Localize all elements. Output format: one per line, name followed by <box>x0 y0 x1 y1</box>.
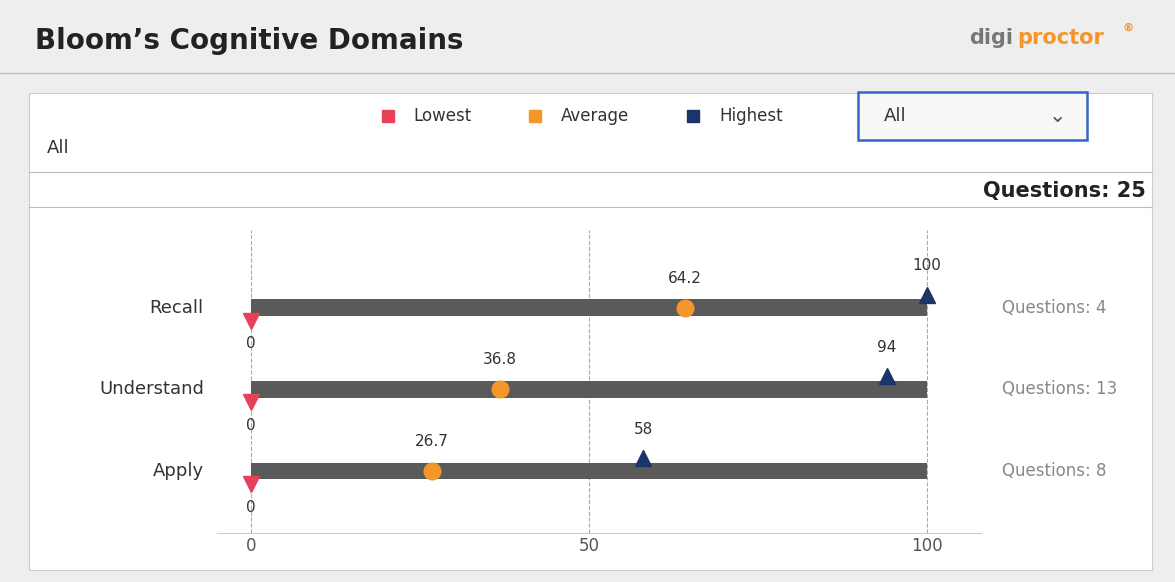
Text: digi: digi <box>969 28 1013 48</box>
Text: 0: 0 <box>247 418 256 433</box>
Bar <box>251 463 927 480</box>
Text: Questions: 13: Questions: 13 <box>1002 381 1117 399</box>
Text: Lowest: Lowest <box>414 108 472 125</box>
Text: Questions: 25: Questions: 25 <box>982 181 1146 201</box>
Text: Questions: 4: Questions: 4 <box>1002 299 1107 317</box>
Text: ⌄: ⌄ <box>1049 106 1066 126</box>
FancyBboxPatch shape <box>858 92 1087 140</box>
Text: Bloom’s Cognitive Domains: Bloom’s Cognitive Domains <box>35 27 464 55</box>
Text: 58: 58 <box>633 422 653 437</box>
Text: 64.2: 64.2 <box>669 271 701 286</box>
Text: ®: ® <box>1122 23 1133 33</box>
Text: Highest: Highest <box>719 108 783 125</box>
Bar <box>251 381 927 398</box>
Text: 26.7: 26.7 <box>415 434 449 449</box>
Text: Recall: Recall <box>149 299 203 317</box>
Text: 0: 0 <box>247 500 256 515</box>
Text: proctor: proctor <box>1018 28 1104 48</box>
Bar <box>251 299 927 316</box>
Text: 94: 94 <box>877 340 897 355</box>
Text: Apply: Apply <box>153 462 203 480</box>
Text: All: All <box>884 107 906 125</box>
Text: All: All <box>47 140 69 157</box>
Text: Questions: 8: Questions: 8 <box>1002 462 1107 480</box>
FancyBboxPatch shape <box>29 93 1152 570</box>
Text: 36.8: 36.8 <box>483 352 517 367</box>
Text: Understand: Understand <box>99 381 203 399</box>
Text: 100: 100 <box>913 258 941 273</box>
Text: Average: Average <box>560 108 629 125</box>
Text: 0: 0 <box>247 336 256 351</box>
